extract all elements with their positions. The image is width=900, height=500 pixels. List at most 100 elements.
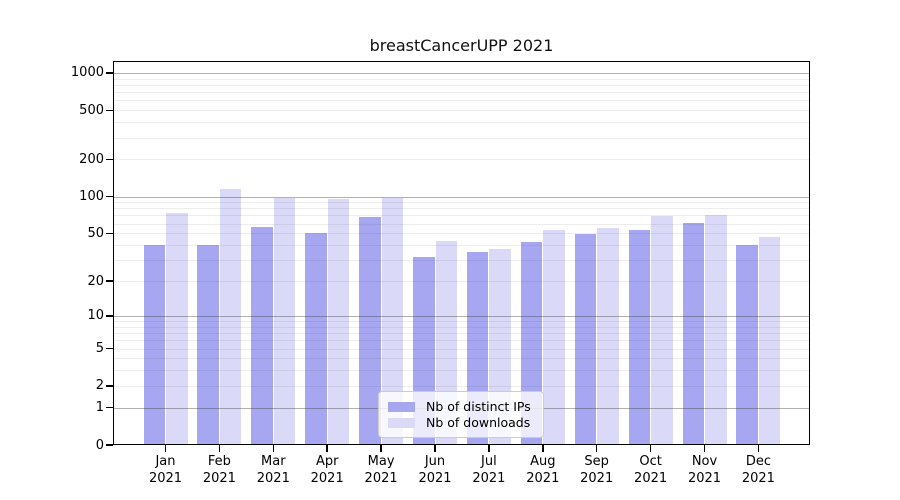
y-tick — [106, 406, 113, 409]
x-tick — [326, 445, 328, 452]
x-tick-label: Apr 2021 — [310, 454, 344, 486]
x-tick-label: Dec 2021 — [741, 454, 775, 486]
x-tick — [488, 445, 490, 452]
gridline-minor — [113, 326, 810, 328]
x-tick-label: Sep 2021 — [580, 454, 614, 486]
bar-ips-oct — [628, 230, 651, 445]
x-tick — [649, 445, 652, 452]
legend-label-distinct-ips: Nb of distinct IPs — [426, 399, 531, 414]
y-tick-label: 1 — [95, 400, 104, 416]
gridline-minor — [113, 233, 810, 235]
gridline-minor — [113, 208, 810, 210]
y-tick-label: 5 — [95, 341, 104, 356]
gridline-major — [113, 315, 810, 317]
bar-ips-jan — [143, 245, 165, 445]
gridline-minor — [113, 321, 810, 322]
gridline-minor — [113, 100, 810, 102]
bar-downloads-mar — [273, 198, 296, 445]
gridline-minor — [113, 122, 810, 124]
y-tick-label: 100 — [79, 189, 104, 204]
y-tick — [106, 315, 113, 317]
bar-downloads-dec — [758, 236, 781, 445]
bar-downloads-may — [381, 197, 404, 445]
y-tick — [106, 232, 113, 234]
x-tick-label: Nov 2021 — [687, 454, 722, 486]
legend: Nb of distinct IPs Nb of downloads — [378, 391, 544, 438]
bar-downloads-jan — [166, 213, 188, 445]
x-tick-label: Jun 2021 — [418, 454, 452, 486]
gridline-minor — [113, 202, 810, 204]
bar-downloads-feb — [219, 189, 242, 445]
gridline-minor — [113, 385, 810, 387]
gridline-minor — [113, 110, 810, 112]
gridline-minor — [113, 333, 810, 334]
y-tick — [106, 109, 113, 111]
bar-downloads-aug — [543, 230, 565, 445]
gridline-minor — [113, 223, 810, 225]
gridline-minor — [113, 84, 810, 86]
gridline-major — [113, 196, 810, 198]
x-tick — [218, 445, 221, 452]
x-tick — [380, 445, 382, 452]
gridline-major — [113, 72, 810, 74]
x-tick — [542, 445, 544, 452]
gridline-minor — [113, 281, 810, 282]
y-tick — [106, 195, 113, 198]
y-tick-label: 50 — [87, 225, 104, 241]
gridline-minor — [113, 245, 810, 246]
gridline-minor — [113, 215, 810, 217]
gridline-minor — [113, 370, 810, 372]
y-tick-label: 200 — [79, 151, 104, 167]
x-tick — [164, 445, 167, 452]
bar-downloads-nov — [705, 215, 727, 445]
x-tick — [272, 445, 275, 452]
y-tick-label: 1000 — [70, 65, 104, 81]
bar-ips-apr — [305, 233, 327, 445]
bar-downloads-oct — [651, 216, 673, 445]
legend-swatch-downloads — [388, 417, 415, 428]
gridline-minor — [113, 159, 810, 161]
y-tick — [106, 385, 113, 387]
x-tick-label: May 2021 — [364, 454, 398, 486]
bar-ips-feb — [197, 245, 219, 445]
bar-ips-nov — [682, 222, 704, 445]
bar-ips-may — [359, 217, 381, 445]
y-tick-label: 500 — [79, 102, 104, 118]
x-tick-label: Mar 2021 — [256, 454, 290, 486]
bar-ips-dec — [736, 245, 758, 445]
gridline-minor — [113, 78, 810, 80]
legend-swatch-distinct-ips — [388, 401, 415, 412]
gridline-minor — [113, 358, 810, 360]
bar-ips-mar — [251, 227, 273, 445]
bar-downloads-apr — [327, 199, 350, 445]
y-tick — [106, 72, 113, 74]
x-tick-label: Jan 2021 — [148, 454, 183, 486]
x-tick-label: Jul 2021 — [472, 454, 506, 486]
legend-item-distinct-ips: Nb of distinct IPs — [388, 399, 533, 414]
y-tick — [106, 347, 113, 350]
y-tick-label: 2 — [95, 378, 104, 394]
gridline-minor — [113, 260, 810, 262]
x-tick-label: Oct 2021 — [634, 454, 668, 486]
y-tick — [106, 280, 113, 282]
y-tick — [106, 158, 113, 161]
gridline-minor — [113, 348, 810, 350]
x-tick — [757, 445, 760, 452]
gridline-minor — [113, 137, 810, 139]
x-tick-label: Feb 2021 — [202, 454, 236, 486]
gridline-minor — [113, 92, 810, 94]
y-tick-label: 20 — [87, 273, 104, 289]
x-tick — [434, 445, 436, 452]
legend-label-downloads: Nb of downloads — [426, 415, 531, 430]
y-tick — [106, 444, 113, 446]
y-tick-label: 0 — [95, 437, 104, 453]
bar-ips-sep — [574, 234, 597, 445]
x-tick — [595, 445, 598, 452]
x-tick — [703, 445, 706, 452]
bar-downloads-sep — [597, 228, 619, 445]
gridline-minor — [113, 340, 810, 342]
chart-title: breastCancerUPP 2021 — [369, 36, 554, 55]
plot-area: Nb of distinct IPs Nb of downloads 0 1 2 5 1… — [71, 61, 810, 486]
legend-item-downloads: Nb of downloads — [388, 415, 533, 430]
